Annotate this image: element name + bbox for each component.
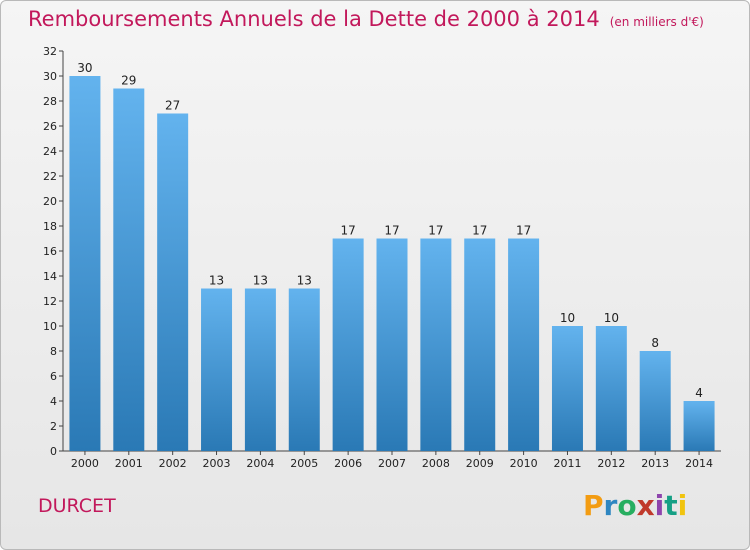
chart-title: Remboursements Annuels de la Dette de 20… <box>28 7 704 31</box>
bar <box>244 288 276 451</box>
commune-name: DURCET <box>38 495 116 517</box>
bar <box>595 326 627 451</box>
logo-letter: x <box>636 489 655 522</box>
y-tick-label: 18 <box>43 220 57 233</box>
y-tick-label: 12 <box>43 295 57 308</box>
y-tick-label: 10 <box>43 320 57 333</box>
x-tick-label: 2012 <box>597 457 625 470</box>
bar <box>464 238 496 451</box>
y-tick-label: 32 <box>43 45 57 58</box>
logo-letter: P <box>583 489 604 522</box>
y-tick-label: 28 <box>43 95 57 108</box>
data-label: 8 <box>651 336 659 350</box>
bar <box>376 238 408 451</box>
logo-letter: t <box>664 489 678 522</box>
data-label: 17 <box>472 224 487 238</box>
y-tick-label: 0 <box>50 445 57 458</box>
y-tick-label: 24 <box>43 145 57 158</box>
x-tick-label: 2009 <box>466 457 494 470</box>
data-label: 13 <box>209 274 224 288</box>
bar <box>639 351 671 451</box>
y-tick-label: 16 <box>43 245 57 258</box>
y-tick-label: 20 <box>43 195 57 208</box>
bar <box>551 326 583 451</box>
x-tick-label: 2011 <box>553 457 581 470</box>
x-tick-label: 2002 <box>159 457 187 470</box>
proxiti-logo: Proxiti <box>583 489 687 522</box>
x-tick-label: 2003 <box>203 457 231 470</box>
data-label: 17 <box>340 224 355 238</box>
logo-letter: i <box>677 489 688 522</box>
y-tick-label: 26 <box>43 120 57 133</box>
title-text: Remboursements Annuels de la Dette de 20… <box>28 7 600 31</box>
y-tick-label: 8 <box>50 345 57 358</box>
x-tick-label: 2000 <box>71 457 99 470</box>
data-label: 4 <box>695 386 703 400</box>
data-label: 13 <box>297 274 312 288</box>
logo-letter: i <box>654 489 665 522</box>
data-label: 17 <box>384 224 399 238</box>
data-label: 13 <box>253 274 268 288</box>
y-tick-label: 2 <box>50 420 57 433</box>
data-label: 17 <box>516 224 531 238</box>
bar <box>201 288 233 451</box>
data-label: 27 <box>165 99 180 113</box>
x-tick-label: 2004 <box>246 457 274 470</box>
data-label: 10 <box>604 311 619 325</box>
bar <box>508 238 540 451</box>
x-tick-label: 2007 <box>378 457 406 470</box>
x-tick-label: 2005 <box>290 457 318 470</box>
bar <box>113 88 145 451</box>
y-tick-label: 4 <box>50 395 57 408</box>
chart-subtitle: (en milliers d'€) <box>609 15 704 29</box>
y-tick-label: 22 <box>43 170 57 183</box>
data-label: 30 <box>77 61 92 75</box>
bar <box>332 238 364 451</box>
logo-letter: r <box>603 489 618 522</box>
x-tick-label: 2014 <box>685 457 713 470</box>
y-tick-label: 30 <box>43 70 57 83</box>
bar <box>288 288 320 451</box>
x-tick-label: 2008 <box>422 457 450 470</box>
bar <box>69 76 101 451</box>
x-tick-label: 2006 <box>334 457 362 470</box>
labels: 30 29 27 13 13 13 17 17 17 17 17 10 10 8 4 <box>77 61 703 400</box>
bars <box>69 76 715 451</box>
bar <box>420 238 452 451</box>
x-tick-label: 2010 <box>510 457 538 470</box>
data-label: 29 <box>121 74 136 88</box>
x-tick-label: 2001 <box>115 457 143 470</box>
y-tick-label: 6 <box>50 370 57 383</box>
x-tick-label: 2013 <box>641 457 669 470</box>
bar <box>683 401 715 451</box>
data-label: 17 <box>428 224 443 238</box>
logo-letter: o <box>617 489 637 522</box>
y-tick-label: 14 <box>43 270 57 283</box>
data-label: 10 <box>560 311 575 325</box>
bar <box>157 113 189 451</box>
